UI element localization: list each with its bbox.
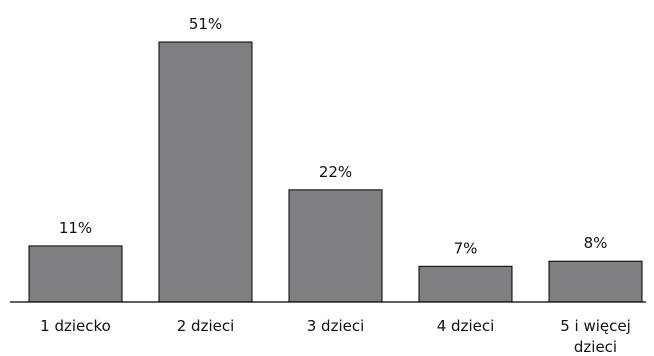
value-label-3: 22% (319, 163, 352, 181)
category-label-2: 2 dzieci (177, 317, 235, 335)
category-labels-layer: 1 dziecko 2 dzieci 3 dzieci 4 dzieci 5 i wię… (40, 317, 631, 356)
value-labels-layer: 11% 51% 22% 7% 8% (59, 15, 608, 257)
category-label-5: 5 i więcej dzieci (560, 317, 631, 356)
value-label-1: 11% (59, 219, 92, 237)
value-label-5: 8% (584, 234, 608, 252)
category-label-3: 3 dzieci (307, 317, 365, 335)
bars-layer (28, 41, 643, 303)
value-label-4: 7% (454, 239, 478, 257)
value-label-2: 51% (189, 15, 222, 33)
bar-5 (548, 260, 643, 303)
bar-4 (418, 265, 513, 303)
category-label-1: 1 dziecko (40, 317, 111, 335)
bar-3 (288, 189, 383, 303)
category-label-4: 4 dzieci (437, 317, 495, 335)
bar-2 (158, 41, 253, 303)
bar-1 (28, 245, 123, 303)
